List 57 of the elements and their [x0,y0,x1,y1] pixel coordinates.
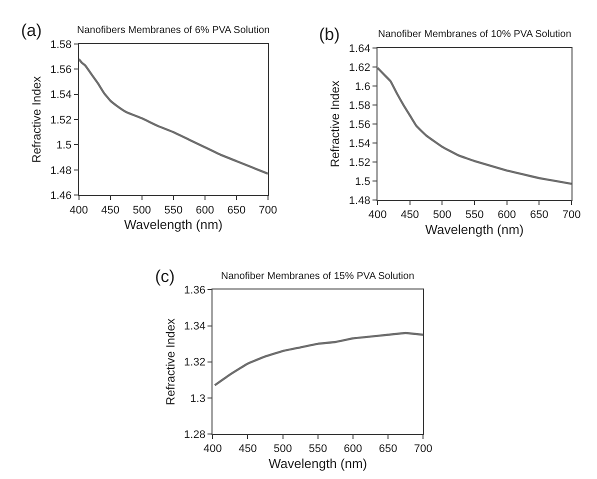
x-tick-label: 500 [433,209,452,222]
y-tick-label: 1.56 [348,118,370,131]
y-tick-label: 1.54 [50,89,72,102]
x-tick-label: 700 [562,209,581,222]
text: (a) [21,21,42,40]
y-tick-label: 1.52 [50,114,72,126]
y-tick-label: 1.34 [184,320,206,333]
x-tick-label: 650 [378,443,398,456]
y-tick-label: 1.56 [50,64,72,76]
x-tick-label: 400 [203,443,222,456]
x-tick-label: 400 [70,204,88,216]
line-series [378,66,572,185]
y-tick-label: 1.48 [348,194,370,207]
y-tick-label: 1.28 [184,428,206,441]
x-tick-label: 650 [227,204,246,216]
text: (b) [319,25,340,44]
y-tick-label: 1.54 [348,138,370,150]
x-tick-label: 400 [368,209,387,222]
x-tick-label: 700 [414,443,432,456]
x-tick-label: 600 [344,443,362,456]
x-tick-label: 600 [196,204,214,216]
x-tick-label: 600 [498,209,516,222]
x-tick-label: 700 [258,204,278,216]
x-axis-title: Wavelength (nm) [124,216,223,232]
y-tick-label: 1.32 [184,356,206,369]
y-tick-label: 1.48 [50,164,72,177]
x-tick-label: 550 [308,443,328,456]
chart-title: Nanofiber Membranes of 15% PVA Solution [221,271,414,282]
x-tick-label: 450 [238,443,257,456]
x-axis-title: Wavelength (nm) [268,456,368,471]
chart-title: Nanofiber Membranes of 10% PVA Solution [378,29,572,40]
x-tick-label: 500 [132,204,152,216]
y-tick-label: 1.52 [348,156,370,169]
y-tick-label: 1.6 [355,80,370,93]
chart-title: Nanofibers Membranes of 6% PVA Solution [77,25,270,36]
x-axis-title: Wavelength (nm) [425,222,524,237]
line-series [78,58,268,175]
y-tick-label: 1.5 [355,176,370,188]
y-tick-label: 1.5 [56,140,72,152]
y-tick-label: 1.36 [184,284,206,297]
line-series [214,332,424,386]
y-tick-label: 1.3 [190,392,206,405]
y-axis-title: Refractive Index [30,76,44,163]
y-tick-label: 1.62 [348,62,370,74]
x-tick-label: 650 [530,209,548,222]
x-tick-label: 550 [465,209,484,222]
y-tick-label: 1.58 [348,100,370,112]
x-tick-label: 450 [101,204,120,216]
y-axis-title: Refractive Index [163,318,178,406]
text: (c) [155,267,175,286]
y-tick-label: 1.58 [50,38,72,51]
x-tick-label: 500 [274,443,292,456]
y-tick-label: 1.64 [348,42,370,55]
y-tick-label: 1.46 [50,190,72,202]
x-tick-label: 450 [400,209,420,222]
x-tick-label: 550 [164,204,183,216]
y-axis-title: Refractive Index [328,80,342,168]
